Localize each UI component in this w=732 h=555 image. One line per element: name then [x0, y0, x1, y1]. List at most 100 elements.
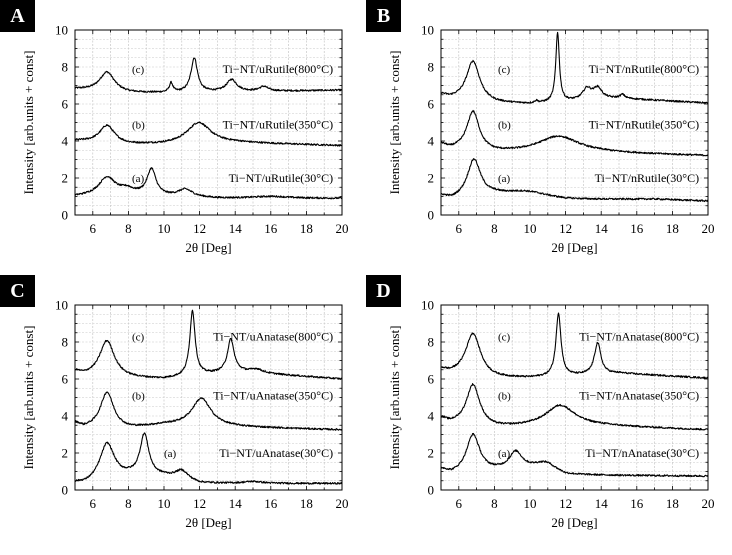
x-tick-label: 20	[336, 221, 349, 236]
series-line-a	[440, 432, 709, 478]
series-label: Ti−NT/uRutile(800°C)	[223, 62, 333, 76]
x-tick-label: 14	[595, 221, 609, 236]
plot-frame	[74, 29, 343, 216]
series-label: Ti−NT/uRutile(350°C)	[223, 117, 333, 131]
y-tick-label: 8	[428, 335, 435, 350]
series-label: Ti−NT/uRutile(30°C)	[229, 171, 333, 185]
panel-label: D	[366, 275, 401, 307]
x-tick-label: 10	[158, 221, 171, 236]
y-tick-label: 8	[62, 60, 69, 75]
x-tick-label: 10	[524, 221, 537, 236]
x-axis-title: 2θ [Deg]	[185, 515, 231, 530]
x-axis-title: 2θ [Deg]	[551, 515, 597, 530]
series-tag: (c)	[498, 64, 511, 76]
x-tick-label: 18	[300, 496, 313, 511]
x-tick-label: 6	[456, 221, 463, 236]
series-label: Ti−NT/nRutile(350°C)	[589, 117, 699, 131]
series-line-a	[440, 158, 709, 203]
grid	[441, 30, 708, 215]
series-line-b	[74, 391, 343, 431]
y-tick-label: 10	[421, 298, 434, 313]
series-label: Ti−NT/nAnatase(30°C)	[585, 446, 699, 460]
x-tick-label: 12	[193, 221, 206, 236]
x-tick-label: 14	[595, 496, 609, 511]
x-tick-label: 8	[491, 496, 498, 511]
series-line-c	[74, 57, 343, 93]
plot-frame	[74, 304, 343, 491]
panel-b: B (c) Ti−NT/nRutile(800°C) (b) Ti−NT/nRutil…	[366, 0, 732, 275]
chart-b: (c) Ti−NT/nRutile(800°C) (b) Ti−NT/nRutile(…	[387, 23, 715, 256]
x-tick-label: 8	[125, 496, 132, 511]
series-label: Ti−NT/nAnatase(350°C)	[579, 389, 699, 403]
series-line-a	[74, 167, 343, 200]
y-tick-label: 6	[428, 372, 435, 387]
x-tick-label: 6	[90, 221, 97, 236]
y-axis-title: Intensity [arb.units + const]	[387, 326, 402, 470]
y-axis-title: Intensity [arb.units + const]	[21, 51, 36, 195]
plot-frame	[440, 304, 709, 491]
axis-ticks	[441, 305, 708, 490]
chart-a: (c) Ti−NT/uRutile(800°C) (b) Ti−NT/uRutile(…	[21, 23, 349, 256]
x-tick-label: 6	[456, 496, 463, 511]
y-axis-title: Intensity [arb.units + const]	[387, 51, 402, 195]
series-tag: (b)	[498, 119, 511, 131]
x-tick-label: 16	[264, 496, 278, 511]
series-label: Ti−NT/nRutile(30°C)	[595, 171, 699, 185]
y-tick-label: 4	[428, 134, 435, 149]
y-tick-label: 2	[62, 446, 69, 461]
x-tick-label: 18	[666, 221, 679, 236]
x-tick-label: 16	[630, 221, 644, 236]
y-tick-label: 4	[62, 409, 69, 424]
series-tag: (a)	[498, 173, 511, 185]
y-tick-label: 10	[55, 23, 68, 38]
y-tick-label: 2	[428, 446, 435, 461]
x-tick-label: 16	[630, 496, 644, 511]
y-tick-label: 0	[428, 208, 435, 223]
series-tag: (a)	[164, 448, 177, 460]
x-tick-label: 10	[524, 496, 537, 511]
series-label: Ti−NT/nRutile(800°C)	[589, 62, 699, 76]
x-tick-label: 20	[336, 496, 349, 511]
y-tick-label: 0	[62, 208, 69, 223]
series-line-c	[440, 31, 709, 105]
x-tick-label: 12	[193, 496, 206, 511]
series-tag: (c)	[132, 64, 145, 76]
series-tag: (c)	[498, 331, 511, 343]
series-line-b	[440, 109, 709, 157]
series-tag: (b)	[132, 391, 145, 403]
y-tick-label: 0	[428, 483, 435, 498]
x-tick-label: 16	[264, 221, 278, 236]
x-tick-label: 14	[229, 496, 243, 511]
panel-label: A	[0, 0, 35, 32]
plot-frame	[440, 29, 709, 216]
y-tick-label: 10	[55, 298, 68, 313]
y-tick-label: 6	[62, 97, 69, 112]
x-tick-label: 12	[559, 496, 572, 511]
y-tick-label: 6	[428, 97, 435, 112]
y-tick-label: 4	[428, 409, 435, 424]
x-tick-label: 18	[666, 496, 679, 511]
x-axis-title: 2θ [Deg]	[551, 240, 597, 255]
grid	[441, 305, 708, 490]
y-tick-label: 6	[62, 372, 69, 387]
x-tick-label: 6	[90, 496, 97, 511]
panel-a: A (c) Ti−NT/uRutile(800°C) (b) Ti−NT/uRutil…	[0, 0, 366, 275]
y-tick-label: 2	[428, 171, 435, 186]
series-line-b	[440, 383, 709, 431]
y-tick-label: 2	[62, 171, 69, 186]
series-label: Ti−NT/uAnatase(800°C)	[213, 329, 333, 343]
panel-label: C	[0, 275, 35, 307]
y-tick-label: 0	[62, 483, 69, 498]
x-tick-label: 18	[300, 221, 313, 236]
y-tick-label: 8	[62, 335, 69, 350]
y-tick-label: 4	[62, 134, 69, 149]
series-line-a	[74, 432, 343, 485]
series-line-c	[74, 309, 343, 380]
x-tick-label: 10	[158, 496, 171, 511]
panel-c: C (c) Ti−NT/uAnatase(800°C) (b) Ti−NT/uAnat…	[0, 275, 366, 550]
series-label: Ti−NT/nAnatase(800°C)	[579, 329, 699, 343]
series-tag: (b)	[132, 119, 145, 131]
series-label: Ti−NT/uAnatase(30°C)	[219, 446, 333, 460]
x-tick-label: 20	[702, 496, 715, 511]
series-tag: (a)	[498, 448, 511, 460]
